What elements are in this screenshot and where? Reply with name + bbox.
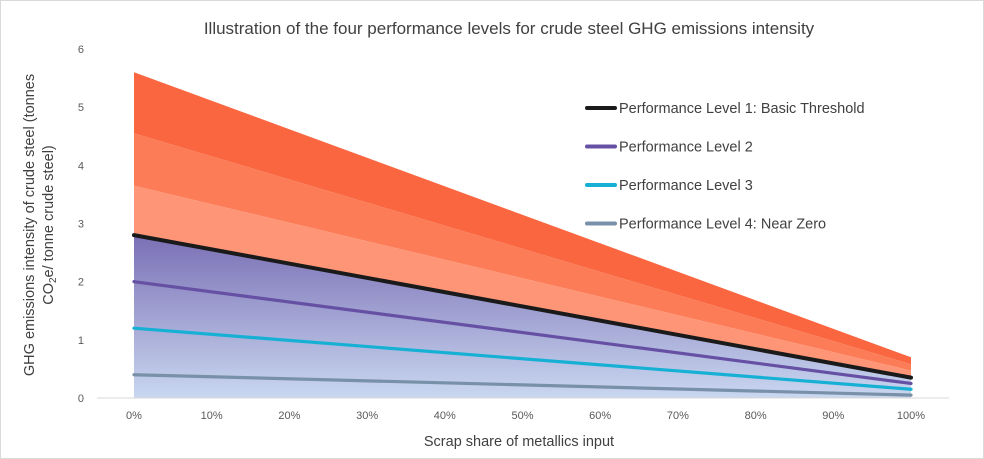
x-tick-label: 100%: [897, 410, 925, 422]
x-tick-label: 30%: [356, 410, 378, 422]
x-tick-label: 0%: [126, 410, 142, 422]
y-tick-label: 0: [78, 393, 84, 405]
legend-label: Performance Level 1: Basic Threshold: [619, 101, 865, 117]
y-axis-title-suffix: e/ tonne crude steel): [41, 145, 57, 277]
x-tick-label: 90%: [822, 410, 844, 422]
legend-item: Performance Level 3: [585, 178, 753, 194]
legend-label: Performance Level 2: [619, 140, 753, 156]
legend: Performance Level 1: Basic Threshold Perf…: [585, 101, 865, 233]
x-tick-label: 20%: [278, 410, 300, 422]
x-tick-label: 60%: [589, 410, 611, 422]
y-axis-title-prefix: CO: [41, 283, 57, 305]
y-axis-title-line1: GHG emissions intensity of crude steel (…: [22, 74, 38, 376]
series-line-4: [132, 373, 913, 397]
series-line-2: [132, 280, 913, 386]
y-axis-title: GHG emissions intensity of crude steel (…: [22, 74, 59, 376]
y-tick-label: 1: [78, 335, 84, 347]
legend-item: Performance Level 4: Near Zero: [585, 217, 826, 233]
y-tick-label: 5: [78, 102, 84, 114]
band-2: [134, 133, 911, 371]
y-tick-label: 3: [78, 219, 84, 231]
x-tick-label: 50%: [511, 410, 533, 422]
x-tick-label: 40%: [434, 410, 456, 422]
band-1: [134, 72, 911, 365]
y-tick-label: 2: [78, 277, 84, 289]
series-line-3: [132, 326, 913, 391]
y-tick-label: 4: [78, 160, 84, 172]
series-layer: [132, 233, 913, 397]
x-tick-label: 70%: [667, 410, 689, 422]
x-tick-label: 10%: [201, 410, 223, 422]
legend-item: Performance Level 1: Basic Threshold: [585, 101, 865, 117]
band-3: [134, 185, 911, 378]
series-line-1: [132, 233, 913, 380]
legend-label: Performance Level 4: Near Zero: [619, 217, 826, 233]
y-axis-title-line2: CO2e/ tonne crude steel): [41, 145, 59, 305]
legend-label: Performance Level 3: [619, 178, 753, 194]
y-tick-label: 6: [78, 44, 84, 56]
x-axis-title: Scrap share of metallics input: [424, 434, 614, 450]
chart-title: Illustration of the four performance lev…: [204, 19, 815, 38]
y-axis-title-subscript: 2: [48, 277, 59, 283]
x-tick-label: 80%: [745, 410, 767, 422]
bands-layer: [134, 72, 911, 398]
legend-item: Performance Level 2: [585, 140, 753, 156]
